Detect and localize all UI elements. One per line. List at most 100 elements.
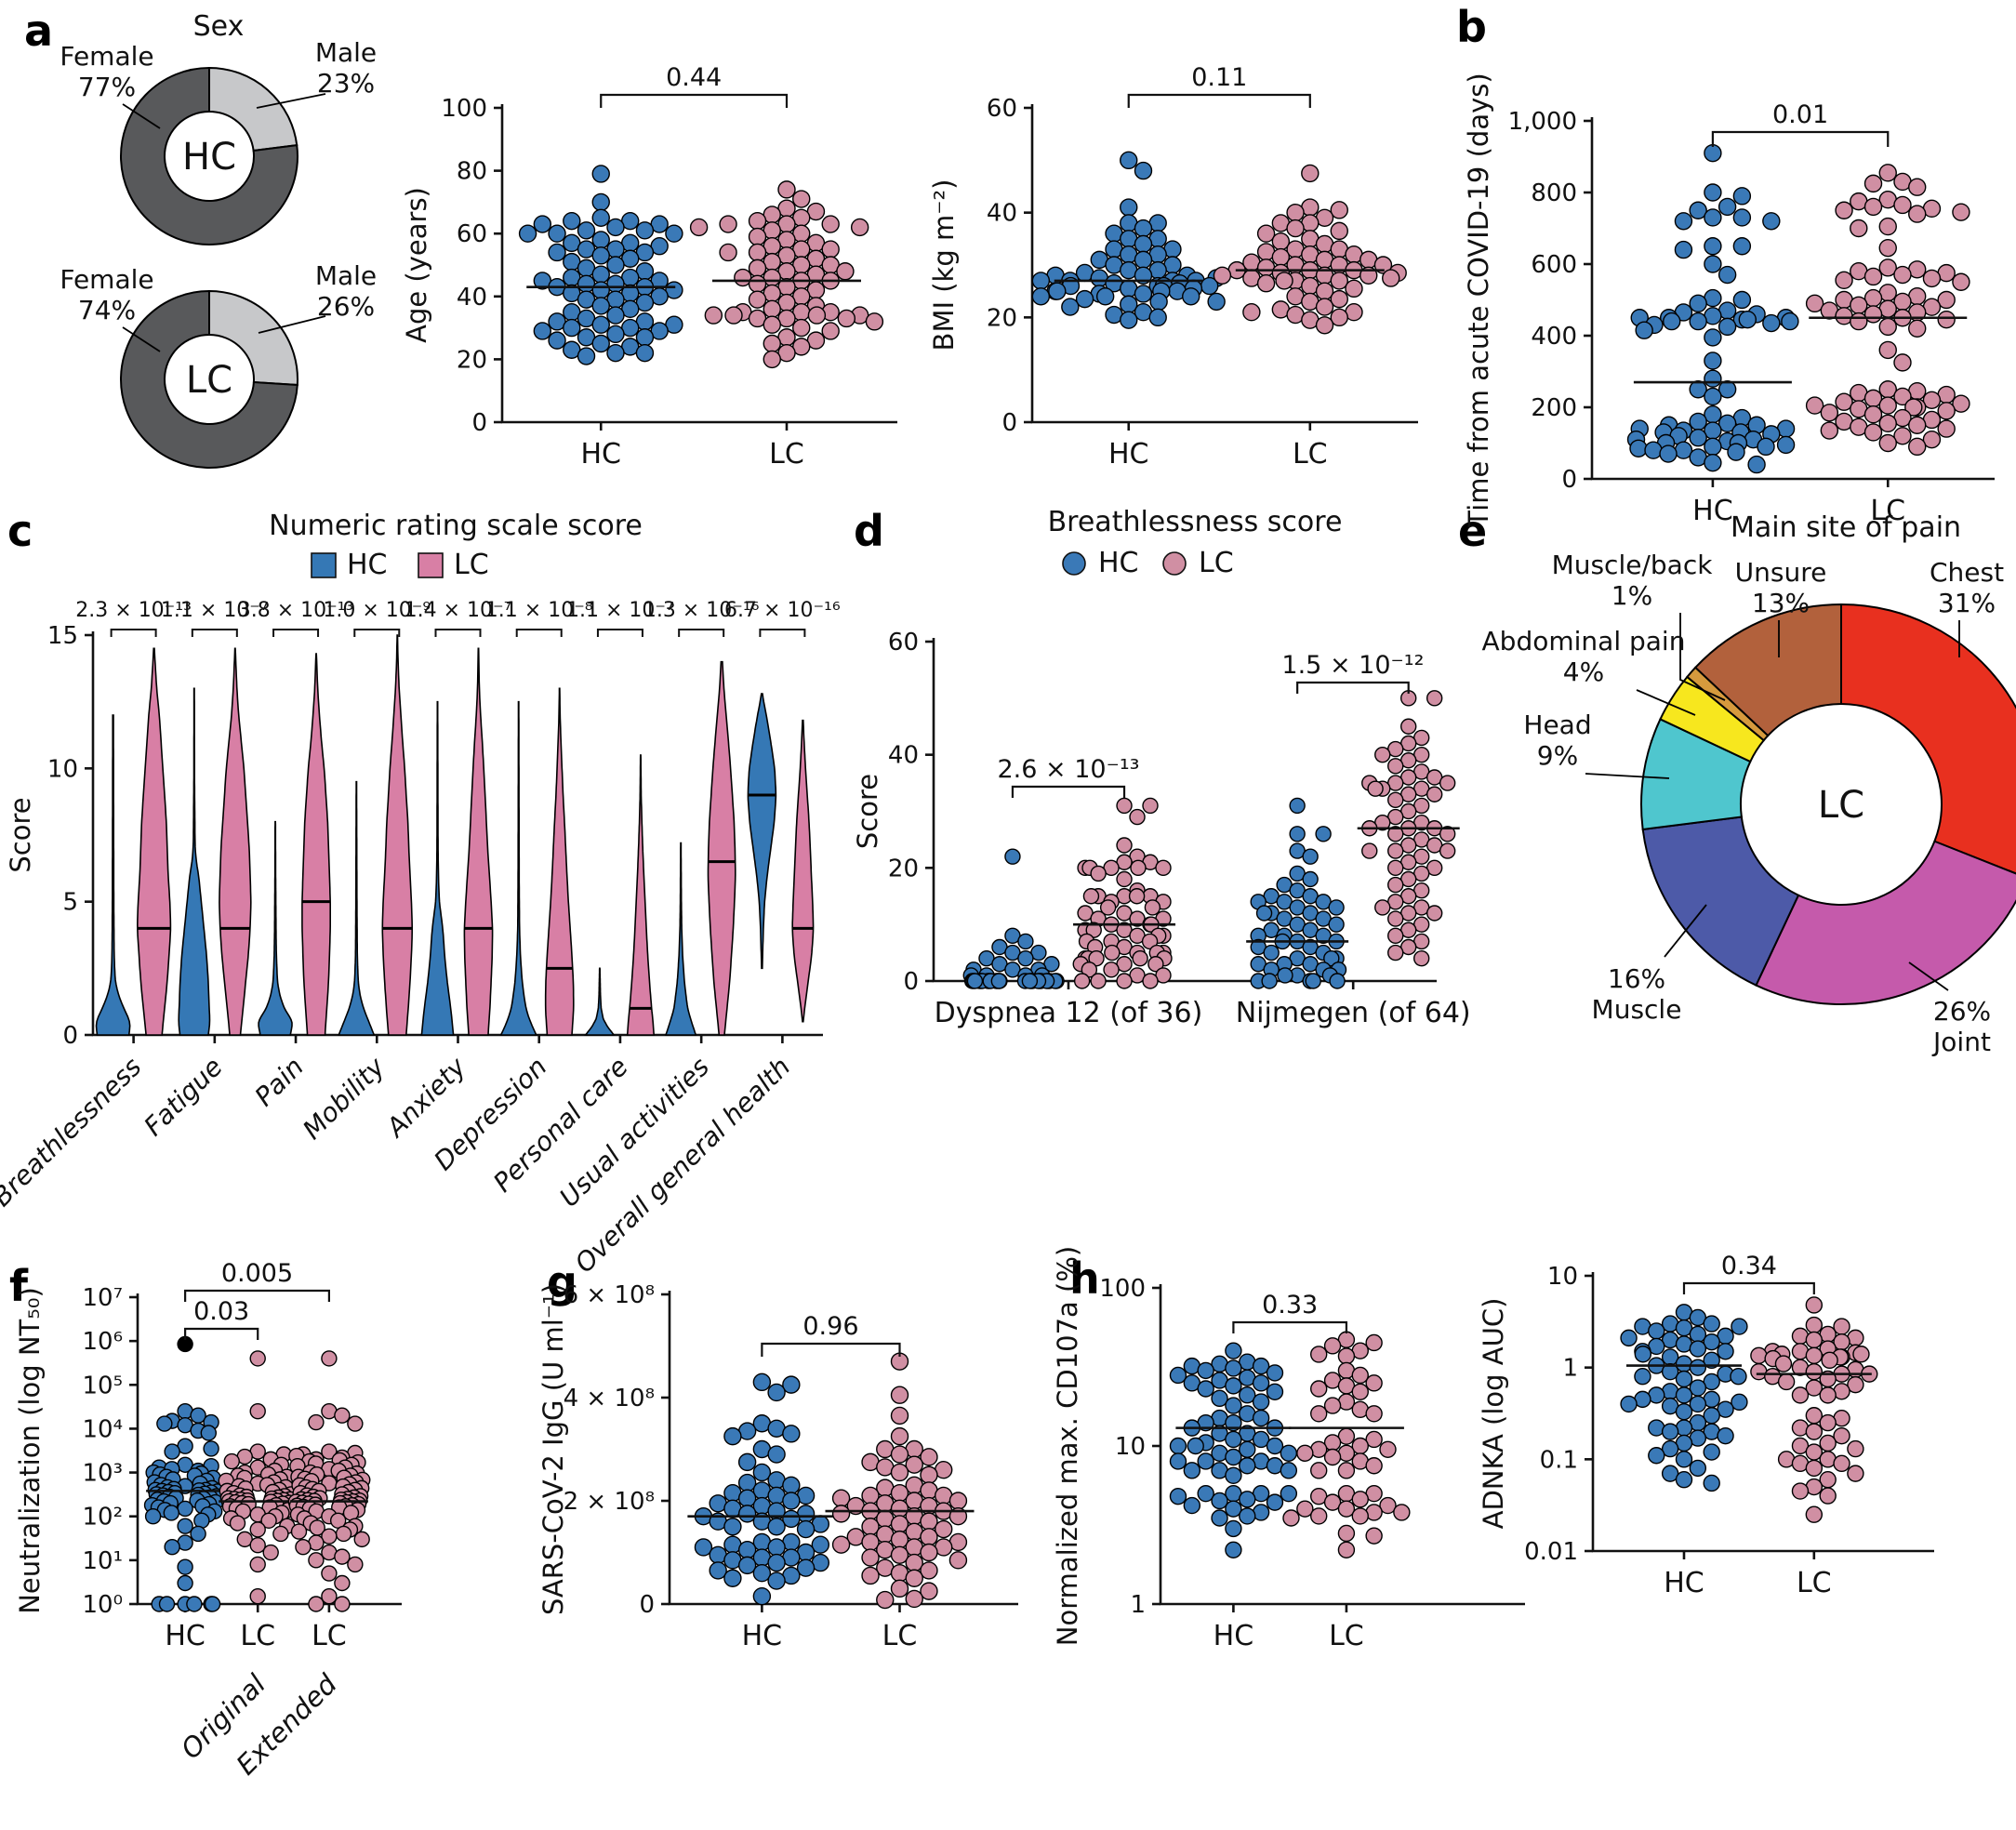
svg-text:31%: 31%	[1938, 588, 1996, 618]
svg-text:0.96: 0.96	[802, 1312, 858, 1341]
svg-text:10¹: 10¹	[82, 1547, 123, 1575]
svg-text:100: 100	[441, 95, 487, 123]
svg-text:80: 80	[457, 158, 487, 186]
svg-text:0.01: 0.01	[1772, 100, 1828, 129]
svg-text:HC: HC	[347, 549, 388, 581]
svg-text:1%: 1%	[1611, 580, 1652, 611]
svg-text:0: 0	[471, 409, 487, 437]
svg-text:Joint: Joint	[1931, 1027, 1991, 1057]
numeric-rating-violin-chart: Numeric rating scale score HC LC 0 5 10 15 Scor…	[0, 510, 841, 1279]
panel-label-g: g	[547, 1257, 577, 1307]
svg-text:Breathlessness: Breathlessness	[0, 1052, 148, 1213]
svg-text:Nijmegen (of 64): Nijmegen (of 64)	[1236, 997, 1471, 1029]
svg-text:800: 800	[1531, 179, 1577, 207]
svg-text:Main site of pain: Main site of pain	[1731, 511, 1961, 544]
svg-text:0: 0	[639, 1591, 655, 1619]
svg-text:LC: LC	[240, 1620, 275, 1652]
svg-text:600: 600	[1531, 251, 1577, 279]
svg-text:LC: LC	[1329, 1620, 1364, 1652]
svg-text:0.1: 0.1	[1540, 1446, 1578, 1474]
svg-text:LC: LC	[312, 1620, 347, 1652]
svg-text:6 × 10⁸: 6 × 10⁸	[564, 1281, 655, 1309]
svg-text:Chest: Chest	[1930, 557, 2004, 588]
svg-text:10³: 10³	[82, 1460, 123, 1488]
svg-text:Male: Male	[315, 37, 377, 68]
svg-text:0.01: 0.01	[1524, 1538, 1578, 1566]
svg-text:1,000: 1,000	[1508, 108, 1577, 136]
svg-text:Breathlessness score: Breathlessness score	[1048, 506, 1343, 538]
svg-text:LC: LC	[882, 1620, 918, 1652]
svg-text:20: 20	[888, 855, 919, 882]
svg-text:1.0 × 10⁻⁹: 1.0 × 10⁻⁹	[323, 599, 431, 622]
svg-text:10⁶: 10⁶	[82, 1328, 123, 1356]
svg-text:Usual activities: Usual activities	[553, 1052, 715, 1213]
svg-text:10⁰: 10⁰	[82, 1591, 123, 1619]
svg-text:1.3 × 10⁻¹⁶: 1.3 × 10⁻¹⁶	[643, 599, 760, 622]
panel-label-c: c	[7, 506, 33, 556]
svg-text:77%: 77%	[78, 72, 136, 102]
svg-text:1.1 × 10⁻⁷: 1.1 × 10⁻⁷	[161, 599, 269, 622]
svg-text:LC: LC	[186, 359, 232, 402]
svg-text:10²: 10²	[82, 1504, 123, 1532]
panel-label-h: h	[1069, 1253, 1100, 1304]
svg-text:Female: Female	[60, 41, 153, 72]
panel-label-e: e	[1458, 506, 1488, 556]
svg-text:3.8 × 10⁻¹³: 3.8 × 10⁻¹³	[238, 599, 354, 622]
svg-text:LC: LC	[1870, 495, 1905, 527]
svg-text:40: 40	[987, 200, 1017, 228]
svg-text:2 × 10⁸: 2 × 10⁸	[564, 1488, 655, 1516]
cd107a-chart: 1 10 100 Normalized max. CD107a (%) HC LC 0.33	[1052, 1246, 1525, 1652]
svg-text:74%: 74%	[78, 295, 136, 325]
panel-label-a: a	[24, 6, 54, 56]
svg-text:16%: 16%	[1608, 963, 1665, 994]
svg-text:0.33: 0.33	[1262, 1291, 1318, 1319]
svg-text:400: 400	[1531, 323, 1577, 351]
svg-text:40: 40	[888, 742, 919, 770]
svg-text:LC: LC	[454, 549, 489, 581]
panel-label-f: f	[9, 1261, 29, 1311]
svg-text:0.03: 0.03	[193, 1297, 249, 1326]
svg-text:60: 60	[457, 220, 487, 248]
svg-text:10: 10	[1115, 1433, 1146, 1461]
bmi-beeswarm-chart: 0 20 40 60 BMI (kg m⁻²) HC LC 0.11	[928, 63, 1418, 471]
svg-text:0: 0	[1561, 466, 1577, 494]
svg-text:1: 1	[1562, 1355, 1578, 1383]
svg-text:23%: 23%	[317, 68, 375, 99]
svg-text:100: 100	[1099, 1275, 1146, 1303]
svg-text:Pain: Pain	[249, 1052, 310, 1112]
svg-text:SARS-CoV-2 IgG (U ml⁻¹): SARS-CoV-2 IgG (U ml⁻¹)	[537, 1283, 569, 1615]
svg-text:5: 5	[62, 889, 78, 917]
svg-text:10: 10	[1547, 1263, 1578, 1291]
svg-text:Neutralization (log NT₅₀): Neutralization (log NT₅₀)	[14, 1287, 46, 1614]
svg-text:13%: 13%	[1752, 588, 1810, 618]
svg-text:Age (years): Age (years)	[401, 187, 432, 343]
svg-text:HC: HC	[1664, 1567, 1704, 1599]
adnka-chart: 0.01 0.1 1 10 ADNKA (log AUC) HC LC 0.34	[1478, 1252, 1934, 1599]
svg-text:BMI (kg m⁻²): BMI (kg m⁻²)	[928, 179, 960, 351]
svg-text:LC: LC	[1293, 438, 1328, 471]
svg-text:ADNKA (log AUC): ADNKA (log AUC)	[1478, 1298, 1509, 1530]
panel-label-b: b	[1456, 2, 1487, 52]
svg-text:20: 20	[987, 304, 1017, 332]
svg-text:1.4 × 10⁻⁷: 1.4 × 10⁻⁷	[405, 599, 512, 622]
svg-text:HC: HC	[1098, 547, 1139, 579]
svg-text:2.3 × 10⁻¹³: 2.3 × 10⁻¹³	[75, 599, 192, 622]
svg-text:26%: 26%	[317, 291, 375, 322]
svg-text:9%: 9%	[1537, 740, 1578, 771]
svg-text:Fatigue: Fatigue	[138, 1052, 228, 1142]
svg-text:4%: 4%	[1563, 656, 1604, 687]
svg-text:20: 20	[457, 346, 487, 374]
svg-text:LC: LC	[1818, 784, 1864, 827]
svg-text:0: 0	[62, 1022, 78, 1050]
neutralization-chart: 10⁰ 10¹ 10² 10³ 10⁴ 10⁵ 10⁶ 10⁷ Neutralization (…	[14, 1259, 402, 1781]
svg-text:6.7 × 10⁻¹⁶: 6.7 × 10⁻¹⁶	[724, 599, 841, 622]
svg-text:200: 200	[1531, 394, 1577, 422]
svg-text:HC: HC	[1214, 1620, 1254, 1652]
svg-text:0.44: 0.44	[666, 63, 722, 92]
svg-text:1.1 × 10⁻⁸: 1.1 × 10⁻⁸	[485, 599, 593, 622]
svg-text:Male: Male	[315, 260, 377, 291]
svg-text:Time from acute COVID-19 (days: Time from acute COVID-19 (days)	[1463, 73, 1494, 527]
